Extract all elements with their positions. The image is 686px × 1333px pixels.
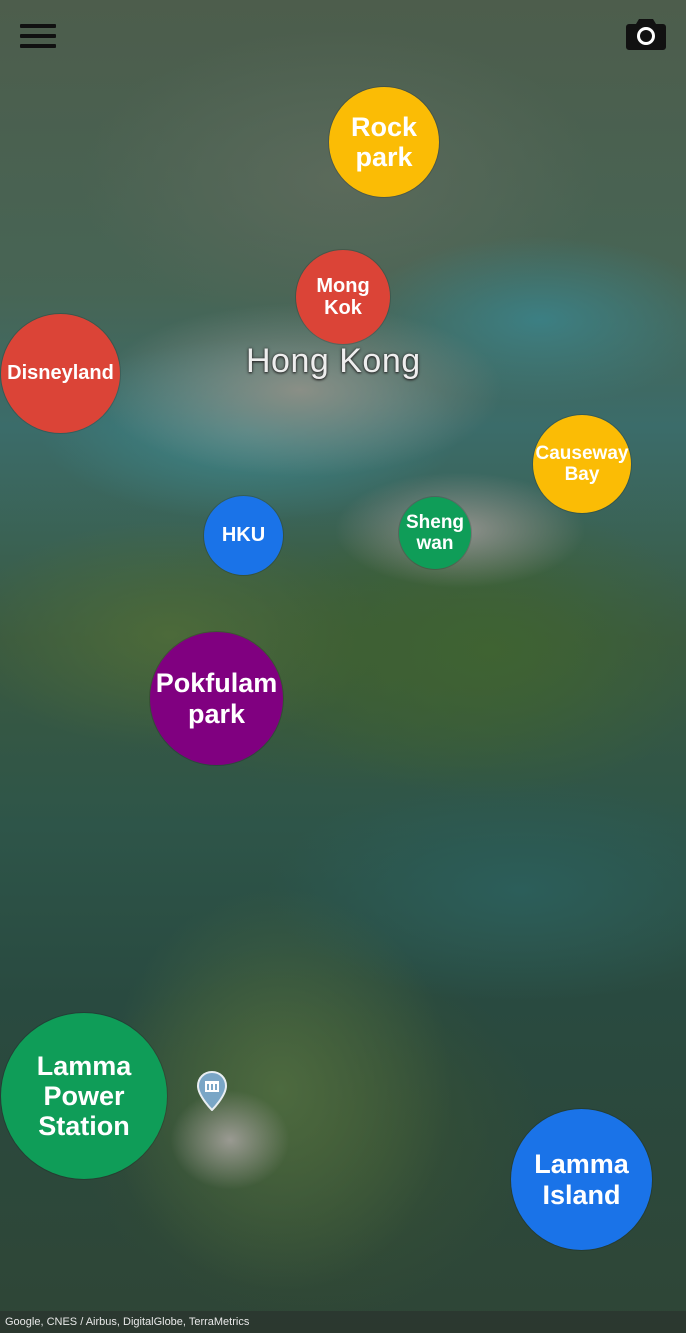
map-attribution: Google, CNES / Airbus, DigitalGlobe, Ter…	[0, 1311, 686, 1333]
marker-lamma-island[interactable]: Lamma Island	[511, 1109, 652, 1250]
marker-label: Pokfulam park	[155, 668, 278, 729]
marker-label: Lamma Island	[534, 1149, 629, 1210]
marker-label: Mong Kok	[316, 274, 370, 319]
marker-lamma-power-station[interactable]: Lamma Power Station	[1, 1013, 167, 1179]
marker-causeway-bay[interactable]: Causeway Bay	[533, 415, 631, 513]
marker-disneyland[interactable]: Disneyland	[1, 314, 120, 433]
landmark-pin-icon[interactable]	[196, 1071, 228, 1111]
marker-rock-park[interactable]: Rock park	[329, 87, 439, 197]
marker-sheng-wan[interactable]: Sheng wan	[399, 497, 471, 569]
marker-hku[interactable]: HKU	[204, 496, 283, 575]
camera-icon[interactable]	[626, 16, 666, 52]
marker-label: Sheng wan	[405, 511, 465, 554]
marker-label: HKU	[221, 524, 266, 547]
marker-label: Rock park	[350, 111, 418, 172]
marker-label: Causeway Bay	[535, 442, 629, 485]
kowloon-urban	[90, 300, 510, 480]
marker-label: Lamma Power Station	[36, 1050, 132, 1142]
marker-mong-kok[interactable]: Mong Kok	[296, 250, 390, 344]
marker-label: Disneyland	[7, 362, 114, 385]
hamburger-menu-icon[interactable]	[20, 24, 56, 50]
region-label: Hong Kong	[246, 342, 421, 380]
power-station-site	[170, 1090, 290, 1190]
marker-pokfulam-park[interactable]: Pokfulam park	[150, 632, 283, 765]
